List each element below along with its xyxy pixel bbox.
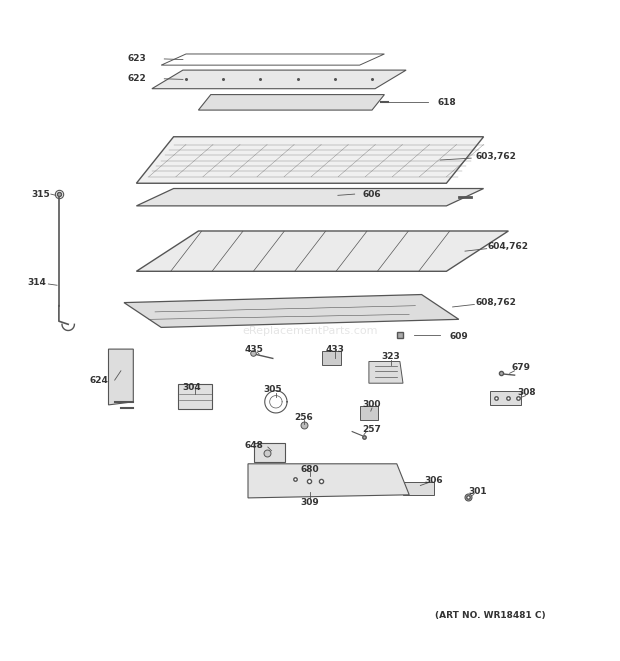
Text: 323: 323: [381, 352, 400, 361]
Polygon shape: [254, 444, 285, 462]
Text: 314: 314: [28, 278, 46, 287]
Text: 256: 256: [294, 413, 313, 422]
Polygon shape: [403, 483, 434, 495]
Text: 433: 433: [326, 344, 344, 354]
Polygon shape: [369, 362, 403, 383]
Text: 608,762: 608,762: [476, 298, 516, 307]
Text: 622: 622: [127, 74, 146, 83]
Text: 304: 304: [183, 383, 202, 392]
Polygon shape: [108, 349, 133, 405]
Polygon shape: [490, 391, 521, 405]
Text: 305: 305: [264, 385, 282, 394]
Polygon shape: [198, 95, 384, 110]
Text: 300: 300: [363, 401, 381, 409]
Polygon shape: [360, 406, 378, 420]
Polygon shape: [152, 70, 406, 89]
Text: 301: 301: [468, 487, 487, 496]
Text: 606: 606: [363, 190, 381, 198]
Polygon shape: [285, 471, 322, 487]
Text: 315: 315: [31, 190, 50, 198]
Polygon shape: [124, 295, 459, 327]
Polygon shape: [136, 188, 484, 206]
Text: 604,762: 604,762: [488, 243, 529, 251]
Text: 603,762: 603,762: [476, 153, 516, 161]
Text: 624: 624: [90, 375, 108, 385]
Polygon shape: [322, 351, 341, 365]
Text: eReplacementParts.com: eReplacementParts.com: [242, 325, 378, 336]
Text: 679: 679: [512, 363, 530, 372]
Text: 609: 609: [450, 332, 468, 341]
Text: 680: 680: [301, 465, 319, 475]
Text: 309: 309: [301, 498, 319, 508]
Text: 435: 435: [245, 344, 264, 354]
Polygon shape: [136, 231, 508, 271]
Text: 618: 618: [437, 98, 456, 107]
Polygon shape: [136, 137, 484, 183]
Text: (ART NO. WR18481 C): (ART NO. WR18481 C): [435, 611, 546, 620]
Text: 308: 308: [518, 388, 536, 397]
Text: 648: 648: [245, 441, 264, 449]
Polygon shape: [248, 464, 409, 498]
Polygon shape: [179, 385, 212, 409]
Text: 257: 257: [363, 425, 381, 434]
Text: 623: 623: [127, 54, 146, 63]
Text: 306: 306: [425, 476, 443, 485]
